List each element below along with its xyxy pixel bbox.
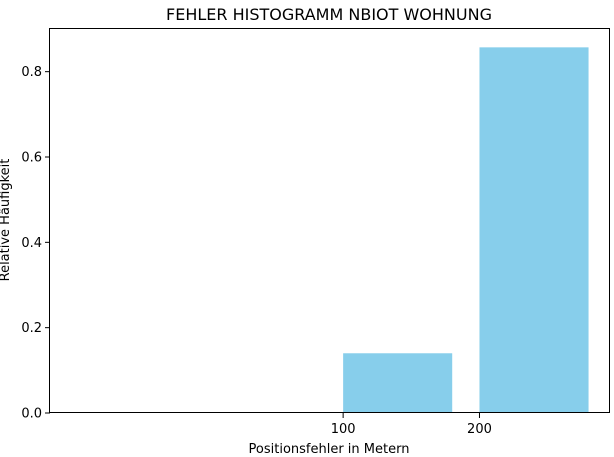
y-tick-label: 0.0 [21,407,42,422]
x-tick-label: 100 [331,422,356,437]
y-tick-label: 0.8 [21,65,42,80]
y-tick-label: 0.6 [21,151,42,166]
x-tick-label: 200 [467,422,492,437]
y-axis-label: Relative Häufigkeit [0,159,13,282]
histogram-bar-2 [479,47,589,413]
x-axis-label: Positionsfehler in Metern [249,442,410,457]
x-axis: 100 200 [331,413,492,437]
plot-frame [49,28,610,413]
y-tick-label: 0.2 [21,321,42,336]
histogram-bar-1 [343,353,453,413]
y-axis: 0.0 0.2 0.4 0.6 0.8 [21,65,50,422]
chart-title: FEHLER HISTOGRAMM NBIOT WOHNUNG [166,5,492,24]
y-tick-label: 0.4 [21,236,42,251]
bars-layer [343,47,589,413]
